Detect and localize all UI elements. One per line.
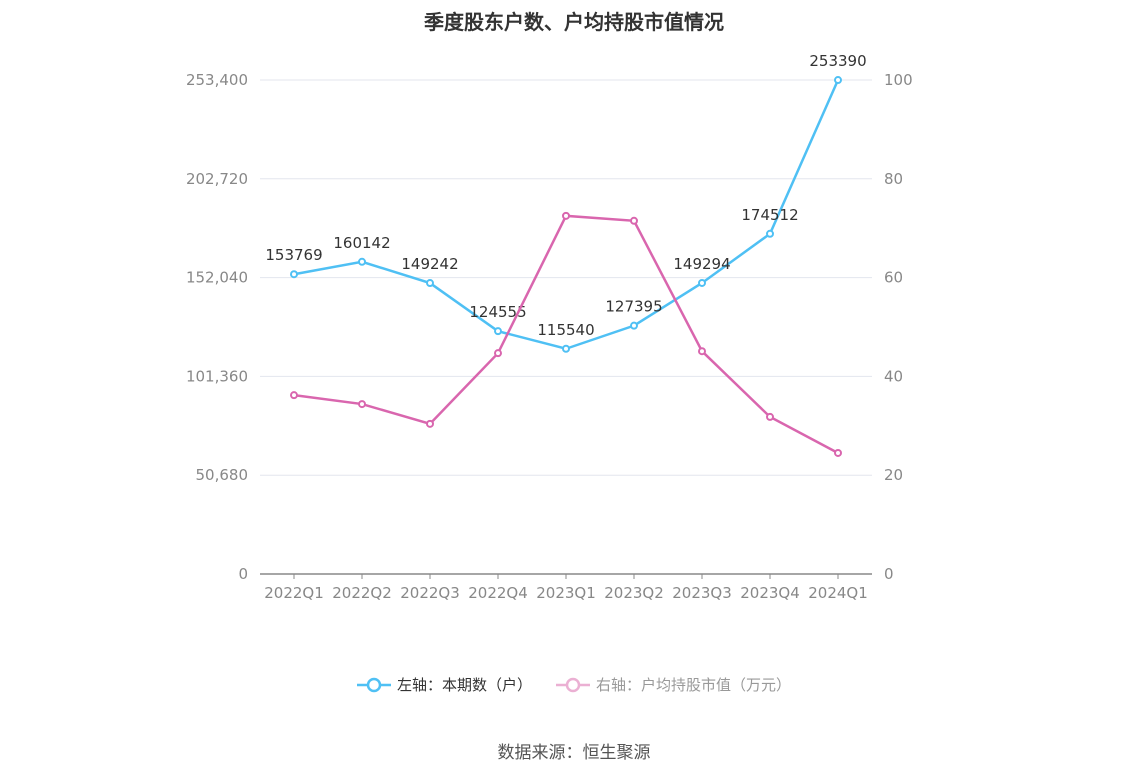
x-tick-label: 2022Q3 — [400, 584, 460, 602]
data-point — [698, 278, 706, 287]
data-point — [834, 448, 842, 457]
legend-label: 右轴：户均持股市值（万元） — [596, 676, 792, 694]
legend-marker-icon — [556, 677, 590, 692]
data-source: 数据来源：恒生聚源 — [497, 743, 651, 763]
right-tick-label: 80 — [884, 170, 903, 188]
data-point — [766, 229, 774, 238]
data-label: 149242 — [401, 255, 458, 273]
data-point — [562, 211, 570, 220]
data-label: 153769 — [265, 246, 322, 264]
data-point — [766, 412, 774, 421]
x-tick-label: 2023Q3 — [672, 584, 732, 602]
left-tick-label: 50,680 — [196, 466, 249, 484]
left-tick-label: 253,400 — [186, 71, 248, 89]
x-tick-label: 2022Q2 — [332, 584, 392, 602]
chart-title: 季度股东户数、户均持股市值情况 — [424, 10, 724, 34]
right-tick-label: 40 — [884, 367, 903, 385]
legend-item-households[interactable]: 左轴：本期数（户） — [356, 674, 532, 695]
data-point — [494, 349, 502, 358]
right-tick-label: 20 — [884, 466, 903, 484]
data-point — [698, 347, 706, 356]
data-label: 115540 — [537, 321, 594, 339]
data-label: 174512 — [741, 206, 798, 224]
legend-item-avg-value[interactable]: 右轴：户均持股市值（万元） — [556, 674, 791, 695]
data-point — [562, 344, 570, 353]
right-tick-label: 100 — [884, 71, 913, 89]
x-tick-label: 2022Q4 — [468, 584, 528, 602]
right-tick-label: 60 — [884, 269, 903, 287]
left-tick-label: 152,040 — [186, 269, 248, 287]
data-point — [834, 76, 842, 85]
data-point — [494, 327, 502, 336]
data-point — [426, 419, 434, 428]
x-tick-label: 2023Q1 — [536, 584, 596, 602]
right-tick-label: 0 — [884, 565, 894, 583]
data-point — [358, 400, 366, 409]
data-point — [290, 270, 298, 279]
left-tick-label: 0 — [238, 565, 248, 583]
data-point — [630, 216, 638, 225]
data-label: 149294 — [673, 255, 730, 273]
data-label: 160142 — [333, 234, 390, 252]
data-point — [630, 321, 638, 330]
legend-marker-icon — [356, 677, 391, 692]
data-label: 253390 — [809, 52, 866, 70]
left-tick-label: 202,720 — [186, 170, 248, 188]
x-tick-label: 2022Q1 — [264, 584, 324, 602]
x-tick-label: 2023Q2 — [604, 584, 664, 602]
data-label: 127395 — [605, 298, 662, 316]
data-point — [358, 257, 366, 266]
data-point — [426, 279, 434, 288]
left-tick-label: 101,360 — [186, 367, 248, 385]
data-label: 124555 — [469, 303, 526, 321]
x-tick-label: 2024Q1 — [808, 584, 868, 602]
legend-label: 左轴：本期数（户） — [396, 676, 532, 694]
x-tick-label: 2023Q4 — [740, 584, 800, 602]
legend: 左轴：本期数（户） 右轴：户均持股市值（万元） — [0, 674, 1148, 695]
data-point — [290, 391, 298, 400]
